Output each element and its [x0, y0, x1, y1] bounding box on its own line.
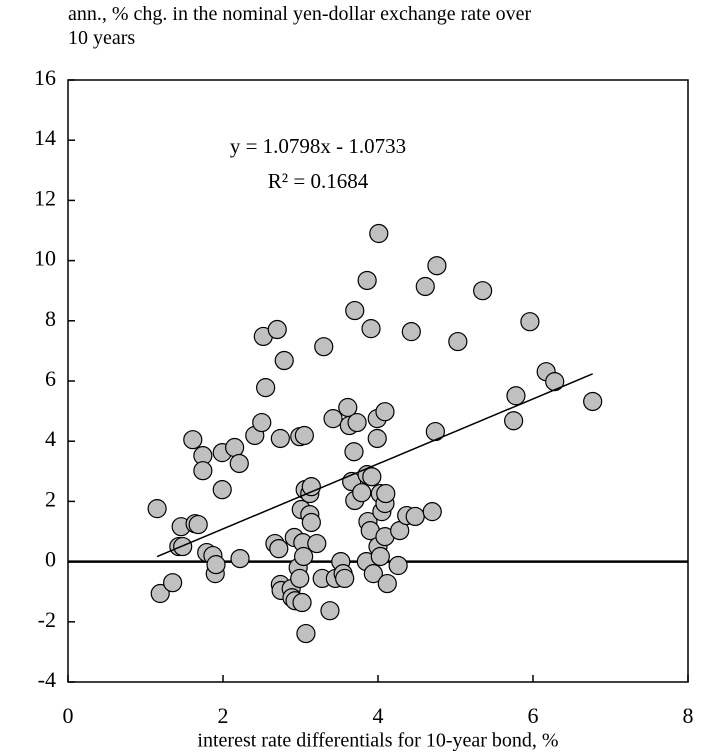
point	[370, 546, 390, 567]
y-tick-label: 6	[45, 366, 56, 391]
y-tick-label: -2	[38, 607, 56, 632]
point	[369, 223, 389, 244]
y-tick-label: 4	[45, 426, 56, 451]
point	[357, 270, 377, 291]
point	[422, 502, 442, 522]
point	[405, 506, 425, 527]
point	[212, 480, 232, 500]
point	[314, 337, 334, 357]
x-tick-label: 6	[528, 703, 539, 728]
point	[473, 281, 493, 301]
point	[301, 477, 321, 497]
point	[427, 256, 447, 276]
annotation: R² = 0.1684	[268, 169, 369, 193]
point	[448, 331, 468, 352]
point	[506, 386, 526, 406]
trendline	[156, 373, 593, 558]
y-tick-label: 0	[45, 547, 56, 572]
point	[230, 548, 250, 569]
x-tick-label: 0	[63, 703, 74, 728]
point	[252, 412, 272, 433]
point	[294, 425, 314, 446]
point	[415, 276, 435, 297]
point	[296, 623, 316, 644]
point	[344, 442, 364, 462]
point	[388, 555, 408, 576]
point	[361, 319, 381, 339]
y-tick-label: 8	[45, 306, 56, 331]
point	[290, 568, 310, 589]
y-tick-label: 16	[34, 65, 56, 90]
point	[301, 512, 321, 533]
point	[229, 453, 249, 474]
point	[269, 539, 289, 559]
point	[376, 483, 396, 504]
y-tick-label: 14	[34, 125, 56, 150]
x-tick-label: 2	[218, 703, 229, 728]
point	[256, 378, 276, 398]
point	[323, 409, 343, 429]
point	[193, 461, 213, 481]
point	[352, 483, 372, 503]
point	[362, 467, 382, 487]
point	[320, 601, 340, 621]
annotation: y = 1.0798x - 1.0733	[230, 134, 406, 158]
point	[188, 514, 208, 535]
chart-title: ann., % chg. in the nominal yen-dollar e…	[68, 3, 532, 49]
y-tick-label: 12	[34, 185, 56, 210]
point	[150, 583, 170, 604]
point	[225, 437, 245, 458]
point	[163, 573, 183, 593]
x-axis-label: interest rate differentials for 10-year …	[197, 730, 558, 752]
point	[183, 430, 203, 450]
point	[504, 411, 524, 431]
point	[267, 319, 287, 340]
point	[345, 300, 365, 321]
point	[363, 564, 383, 584]
point	[583, 391, 603, 412]
y-tick-label: -4	[38, 667, 56, 692]
point	[520, 312, 540, 332]
point	[292, 592, 312, 613]
point	[294, 546, 314, 567]
point	[401, 322, 421, 342]
x-tick-label: 4	[373, 703, 384, 728]
point	[206, 555, 226, 575]
point	[375, 402, 395, 422]
y-tick-label: 10	[34, 246, 56, 271]
point	[147, 499, 167, 519]
point	[274, 350, 294, 371]
point	[377, 573, 397, 594]
point	[347, 412, 367, 433]
x-tick-label: 8	[683, 703, 694, 728]
point	[307, 533, 327, 554]
point	[335, 568, 355, 589]
point	[270, 428, 290, 449]
point	[367, 428, 387, 449]
y-tick-label: 2	[45, 486, 56, 511]
